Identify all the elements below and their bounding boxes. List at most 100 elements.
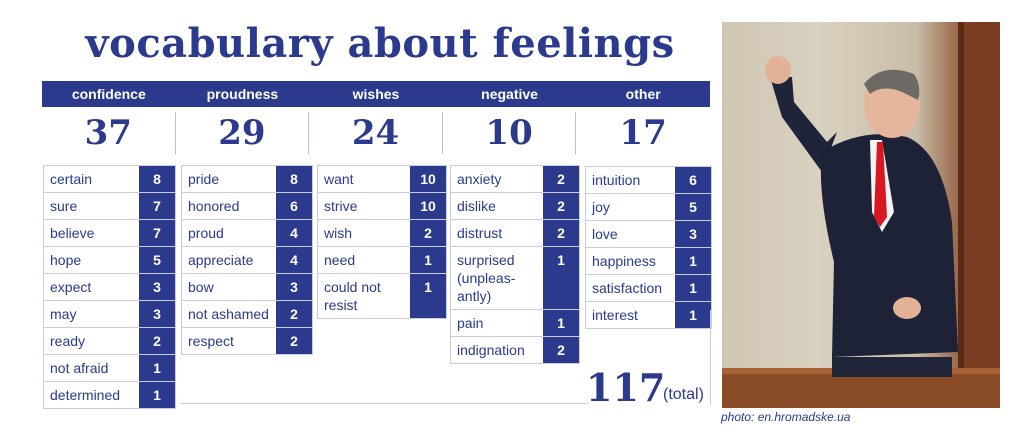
word-row: distrust 2 [450, 220, 580, 247]
word-list-negative: anxiety 2 dislike 2 distrust 2 surprised (unpl… [450, 165, 580, 364]
word-label: bow [188, 279, 214, 295]
word-count: 2 [410, 220, 446, 246]
count-negative: 10 [443, 112, 577, 154]
word-row: hope 5 [43, 247, 176, 274]
word-label: dislike [457, 198, 496, 214]
word-count: 3 [139, 301, 175, 327]
word-row: happiness 1 [585, 248, 712, 275]
count-proudness: 29 [176, 112, 310, 154]
word-count: 1 [410, 247, 446, 273]
word-row: honored 6 [181, 193, 313, 220]
word-count: 2 [276, 328, 312, 354]
word-count: 10 [410, 193, 446, 219]
word-row: love 3 [585, 221, 712, 248]
word-count: 2 [543, 337, 579, 363]
category-header-wishes: wishes [352, 86, 400, 102]
word-count: 10 [410, 166, 446, 192]
word-count: 6 [675, 167, 711, 193]
word-count: 4 [276, 247, 312, 273]
word-row: wish 2 [317, 220, 447, 247]
word-label: surprised (unpleas-antly) [457, 252, 516, 304]
word-label: believe [50, 225, 95, 241]
word-row: intuition 6 [585, 166, 712, 194]
word-count: 5 [139, 247, 175, 273]
word-label: distrust [457, 225, 503, 241]
word-count: 1 [410, 274, 446, 318]
word-row: not ashamed 2 [181, 301, 313, 328]
word-label: may [50, 306, 77, 322]
word-label: sure [50, 198, 78, 214]
word-row: determined 1 [43, 382, 176, 409]
word-row: believe 7 [43, 220, 176, 247]
word-row: want 10 [317, 165, 447, 193]
word-row: sure 7 [43, 193, 176, 220]
category-header-other: other [625, 86, 661, 102]
word-label: certain [50, 171, 93, 187]
word-label: interest [592, 307, 638, 323]
page-title: vocabulary about feelings [85, 20, 675, 67]
word-list-other: intuition 6 joy 5 love 3 happiness 1 satisfactio… [585, 166, 712, 329]
word-count: 1 [675, 302, 711, 328]
category-header-bar: confidence proudness wishes negative oth… [42, 81, 710, 107]
word-count: 1 [139, 355, 175, 381]
word-label: proud [188, 225, 224, 241]
word-label: respect [188, 333, 234, 349]
word-count: 1 [675, 248, 711, 274]
word-count: 3 [276, 274, 312, 300]
word-count: 4 [276, 220, 312, 246]
word-row: need 1 [317, 247, 447, 274]
word-count: 3 [675, 221, 711, 247]
word-label: joy [592, 199, 610, 215]
word-list-confidence: certain 8 sure 7 believe 7 hope 5 expect 3 may 3 rea… [43, 165, 176, 409]
word-row: respect 2 [181, 328, 313, 355]
word-label: anxiety [457, 171, 502, 187]
word-row: pride 8 [181, 165, 313, 193]
word-row: strive 10 [317, 193, 447, 220]
word-count: 8 [139, 166, 175, 192]
word-row: pain 1 [450, 310, 580, 337]
total-value: 117 [586, 365, 666, 410]
category-counts: 37 29 24 10 17 [42, 112, 710, 154]
word-label: need [324, 252, 356, 268]
word-label: love [592, 226, 618, 242]
count-wishes: 24 [309, 112, 443, 154]
word-count: 1 [139, 382, 175, 408]
word-list-wishes: want 10 strive 10 wish 2 need 1 could not resist… [317, 165, 447, 319]
photo-caption: photo: en.hromadske.ua [721, 410, 851, 424]
word-label: strive [324, 198, 358, 214]
word-count: 3 [139, 274, 175, 300]
word-label: happiness [592, 253, 656, 269]
word-row: appreciate 4 [181, 247, 313, 274]
word-count: 2 [543, 193, 579, 219]
word-label: intuition [592, 172, 641, 188]
word-label: hope [50, 252, 82, 268]
word-row: may 3 [43, 301, 176, 328]
word-count: 8 [276, 166, 312, 192]
word-count: 1 [675, 275, 711, 301]
word-row: ready 2 [43, 328, 176, 355]
word-count: 7 [139, 193, 175, 219]
speaker-photo-illustration [722, 22, 1000, 408]
word-row: anxiety 2 [450, 165, 580, 193]
word-label: determined [50, 387, 121, 403]
word-count: 1 [543, 310, 579, 336]
word-row: proud 4 [181, 220, 313, 247]
word-label: appreciate [188, 252, 254, 268]
word-row: interest 1 [585, 302, 712, 329]
divider-line [710, 310, 711, 405]
word-row: certain 8 [43, 165, 176, 193]
word-row: surprised (unpleas-antly) 1 [450, 247, 580, 310]
word-count: 6 [276, 193, 312, 219]
word-row: not afraid 1 [43, 355, 176, 382]
word-row: could not resist 1 [317, 274, 447, 319]
word-row: satisfaction 1 [585, 275, 712, 302]
word-count: 2 [276, 301, 312, 327]
word-row: dislike 2 [450, 193, 580, 220]
word-label: wish [324, 225, 353, 241]
category-header-proudness: proudness [206, 86, 279, 102]
word-row: expect 3 [43, 274, 176, 301]
word-count: 5 [675, 194, 711, 220]
word-row: indignation 2 [450, 337, 580, 364]
table-base-line [180, 403, 588, 404]
word-count: 1 [543, 247, 579, 309]
